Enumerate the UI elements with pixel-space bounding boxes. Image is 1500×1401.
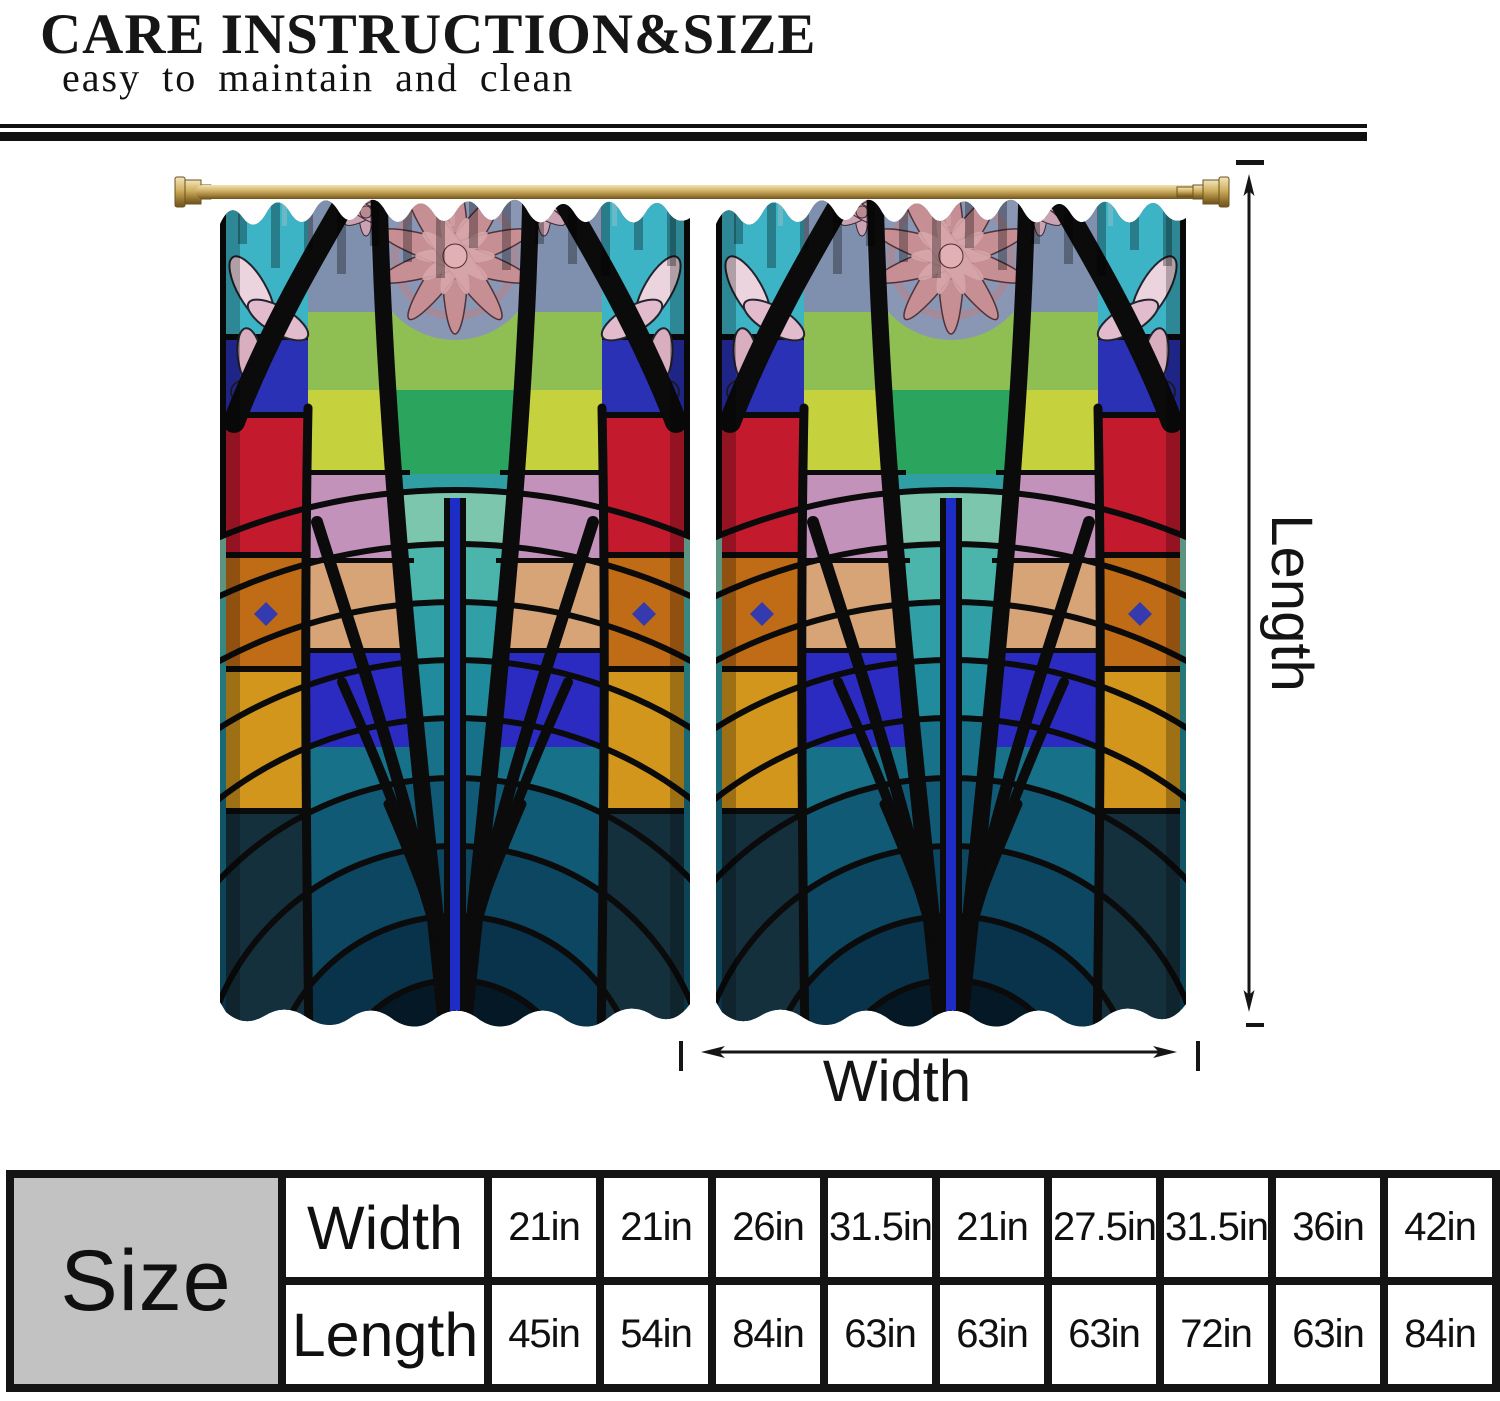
length-tick-bottom <box>1246 1023 1264 1027</box>
page-subtitle: easy to maintain and clean <box>62 55 575 100</box>
size-table-cell: 21in <box>596 1170 716 1285</box>
width-tick-right <box>1196 1041 1200 1071</box>
width-arrow-icon <box>701 1046 1177 1058</box>
size-table-cell: 31.5in <box>820 1170 940 1285</box>
rod-finial-right-icon <box>1176 176 1230 208</box>
size-table-cell: 72in <box>1156 1277 1276 1392</box>
size-table-cell: 63in <box>1268 1277 1388 1392</box>
size-table-cell: 31.5in <box>1156 1170 1276 1285</box>
size-table-cell: 42in <box>1380 1170 1500 1285</box>
size-table-length-row: Length 45in 54in 84in 63in 63in 63in 72i… <box>10 1277 1500 1392</box>
size-table-cell: 36in <box>1268 1170 1388 1285</box>
size-table-cell: 45in <box>484 1277 604 1392</box>
length-arrow-icon <box>1243 174 1255 1012</box>
size-table-cell: 27.5in <box>1044 1170 1164 1285</box>
size-table-corner: Size <box>6 1170 286 1392</box>
length-tick-top <box>1236 160 1264 165</box>
divider-rule-thick <box>0 132 1367 141</box>
size-table-cell: 26in <box>708 1170 828 1285</box>
size-table-cell: 84in <box>1380 1277 1500 1392</box>
size-table: Size Width 21in 21in 26in 31.5in 21in 27… <box>6 1170 1500 1392</box>
size-table-cell: 84in <box>708 1277 828 1392</box>
size-table-cell: 63in <box>932 1277 1052 1392</box>
size-table-width-row: Size Width 21in 21in 26in 31.5in 21in 27… <box>6 1170 1500 1392</box>
page-title: CARE INSTRUCTION&SIZE <box>40 3 817 66</box>
width-tick-left <box>679 1041 683 1071</box>
divider-rule-thin <box>0 124 1367 128</box>
size-table-cell: 21in <box>484 1170 604 1285</box>
width-dimension-label: Width <box>822 1049 972 1114</box>
length-dimension-label: Length <box>1259 514 1324 692</box>
size-table-cell: 21in <box>932 1170 1052 1285</box>
size-table-cell: 63in <box>1044 1277 1164 1392</box>
size-table-cell: 54in <box>596 1277 716 1392</box>
size-table-width-row-label: Width <box>278 1170 492 1285</box>
curtain-panel-right <box>712 162 1190 1038</box>
size-table-cell: 63in <box>820 1277 940 1392</box>
size-table-length-row-label: Length <box>278 1277 492 1392</box>
curtain-panel-left <box>216 162 694 1038</box>
curtain-rod <box>196 185 1208 199</box>
